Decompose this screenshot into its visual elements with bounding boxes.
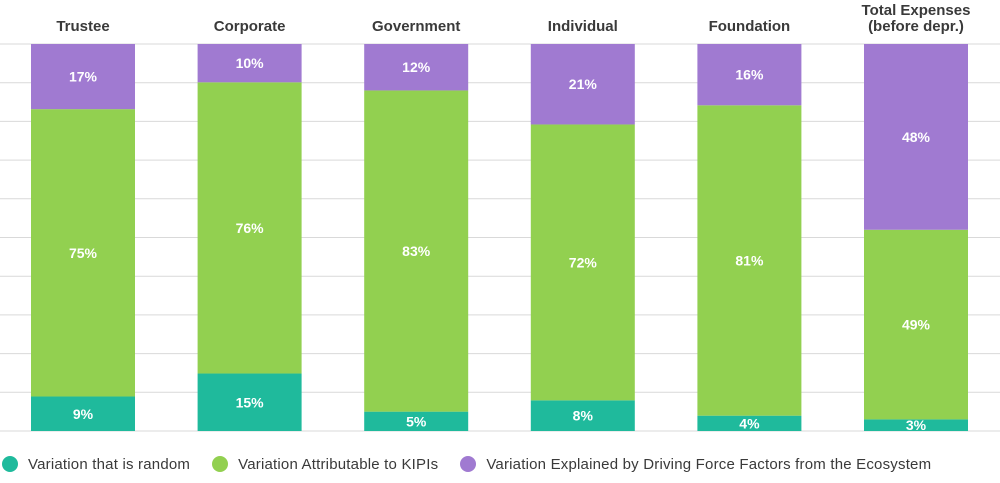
category-label: Foundation: [709, 18, 791, 35]
data-label: 8%: [573, 408, 594, 424]
legend-label-kipis: Variation Attributable to KIPIs: [238, 455, 439, 473]
bar-segment: [697, 105, 802, 416]
legend-label-ecosystem: Variation Explained by Driving Force Fac…: [486, 455, 932, 473]
bar-segment: [864, 229, 968, 420]
bar-segment: [364, 44, 469, 91]
legend-item-random: Variation that is random: [2, 456, 190, 473]
legend-item-kipis: Variation Attributable to KIPIs: [212, 456, 438, 473]
legend-swatch-random: [2, 456, 18, 472]
legend-label-random: Variation that is random: [28, 455, 191, 473]
data-label: 12%: [402, 59, 431, 75]
data-label: 15%: [236, 394, 265, 410]
data-label: 10%: [236, 55, 265, 71]
data-label: 4%: [739, 415, 760, 431]
data-label: 3%: [906, 417, 927, 433]
data-label: 81%: [735, 252, 764, 268]
bar-segment: [530, 44, 635, 125]
data-label: 49%: [902, 317, 931, 333]
bar-segment: [864, 44, 968, 230]
bar-segment: [364, 411, 469, 431]
data-label: 83%: [402, 243, 431, 259]
category-label: Trustee: [56, 18, 109, 35]
bar-segment: [31, 109, 135, 397]
data-label: 72%: [569, 254, 598, 270]
legend-item-ecosystem: Variation Explained by Driving Force Fac…: [460, 456, 931, 473]
data-label: 48%: [902, 129, 931, 145]
legend-swatch-kipis: [212, 456, 229, 472]
chart-plot-area: 9% 75% 17% Trustee 15% 76% 10% Corporate 5% 83% 12…: [0, 2, 1000, 433]
category-label: Corporate: [214, 18, 286, 35]
data-label: 21%: [569, 76, 598, 92]
data-label: 76%: [236, 220, 265, 236]
category-label: Individual: [548, 18, 618, 35]
bar-segment: [197, 373, 302, 431]
bar-segment: [530, 400, 635, 431]
chart-legend: Variation that is random Variation Attri…: [0, 452, 1000, 476]
bar-segment: [530, 124, 635, 401]
bar-segment: [197, 44, 302, 83]
data-label: 17%: [69, 69, 98, 85]
data-label: 5%: [406, 413, 427, 429]
bar-segment: [864, 419, 968, 431]
data-label: 9%: [73, 406, 94, 422]
bar-segment: [697, 44, 802, 106]
category-label: Total Expenses: [862, 2, 971, 19]
legend-swatch-ecosystem: [460, 456, 477, 472]
bar-segment: [31, 44, 135, 110]
category-label: (before depr.): [868, 18, 964, 35]
bar-segment: [697, 415, 802, 431]
data-label: 16%: [735, 67, 764, 83]
category-label: Government: [372, 18, 460, 35]
data-label: 75%: [69, 245, 98, 261]
bar-segment: [364, 90, 469, 412]
bar-segment: [31, 396, 135, 431]
bar-segment: [197, 82, 302, 374]
